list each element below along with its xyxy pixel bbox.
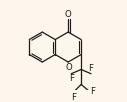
Text: F: F (89, 64, 94, 73)
Text: F: F (71, 93, 76, 102)
Text: O: O (65, 10, 72, 19)
Text: O: O (65, 63, 72, 72)
Text: F: F (90, 87, 95, 96)
Text: F: F (69, 74, 74, 83)
